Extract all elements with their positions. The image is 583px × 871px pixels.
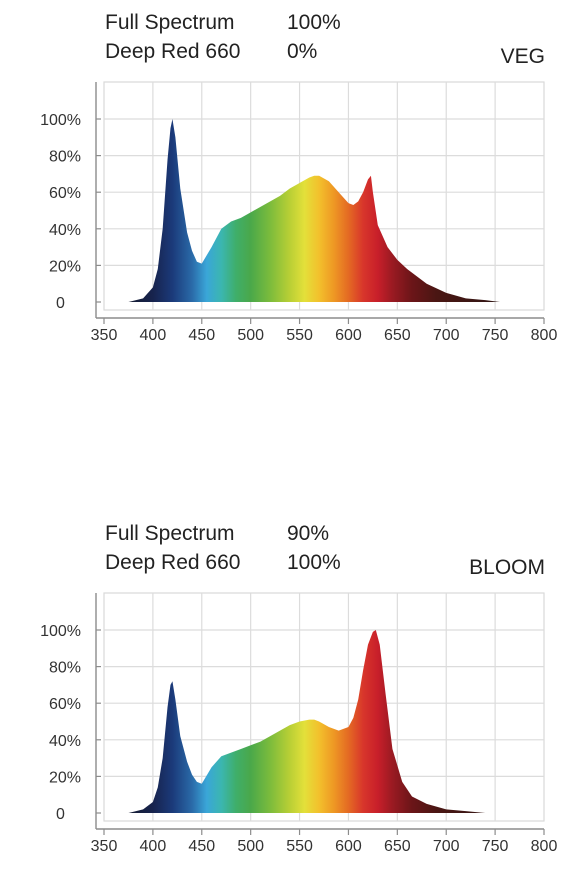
x-tick-label: 750: [482, 327, 509, 344]
x-tick-label: 600: [335, 327, 362, 344]
x-tick-label: 600: [335, 838, 362, 855]
spectrum-area: [128, 630, 510, 813]
y-tick-label: 100%: [40, 112, 81, 129]
spectrum-chart-bloom: 0 20% 40% 60% 80% 100% 350 400 450 500 550 600 650 70…: [40, 592, 558, 855]
x-tick-label: 800: [531, 838, 558, 855]
y-tick-label: 20%: [49, 258, 81, 275]
setting-value: 100%: [287, 11, 341, 34]
mode-label: VEG: [500, 45, 545, 68]
setting-label: Full Spectrum: [105, 522, 235, 545]
y-tick-label: 60%: [49, 185, 81, 202]
x-tick-label: 650: [384, 327, 411, 344]
x-tick-label: 700: [433, 327, 460, 344]
y-tick-label: 20%: [49, 769, 81, 786]
setting-label: Deep Red 660: [105, 40, 241, 63]
setting-value: 90%: [287, 522, 330, 545]
x-tick-label: 500: [237, 327, 264, 344]
x-tick-label: 750: [482, 838, 509, 855]
y-tick-label: 40%: [49, 222, 81, 239]
x-tick-label: 400: [140, 838, 167, 855]
spectrum-chart-veg: 0 20% 40% 60% 80% 100% 350 400 450 500 550 600 650 70…: [40, 81, 558, 344]
spectrum-area: [128, 119, 500, 302]
x-tick-label: 450: [188, 327, 215, 344]
y-tick-label: 100%: [40, 623, 81, 640]
x-tick-label: 700: [433, 838, 460, 855]
setting-label: Deep Red 660: [105, 551, 241, 574]
x-tick-label: 350: [91, 838, 118, 855]
x-tick-label: 500: [237, 838, 264, 855]
y-tick-label: 40%: [49, 733, 81, 750]
y-tick-label: 80%: [49, 660, 81, 677]
x-tick-label: 650: [384, 838, 411, 855]
x-tick-label: 550: [286, 838, 313, 855]
x-tick-label: 400: [140, 327, 167, 344]
y-tick-label: 0: [56, 806, 65, 823]
setting-value: 100%: [287, 551, 341, 574]
y-tick-label: 80%: [49, 149, 81, 166]
x-tick-label: 550: [286, 327, 313, 344]
x-tick-label: 800: [531, 327, 558, 344]
x-tick-label: 450: [188, 838, 215, 855]
x-tick-label: 350: [91, 327, 118, 344]
setting-value: 0%: [287, 40, 318, 63]
y-tick-label: 0: [56, 295, 65, 312]
mode-label: BLOOM: [469, 556, 545, 579]
y-tick-label: 60%: [49, 696, 81, 713]
setting-label: Full Spectrum: [105, 11, 235, 34]
bloom-panel: Full Spectrum 90% Deep Red 660 100% BLOO…: [0, 511, 583, 871]
veg-panel: Full Spectrum 100% Deep Red 660 0% VEG 0…: [0, 0, 583, 360]
